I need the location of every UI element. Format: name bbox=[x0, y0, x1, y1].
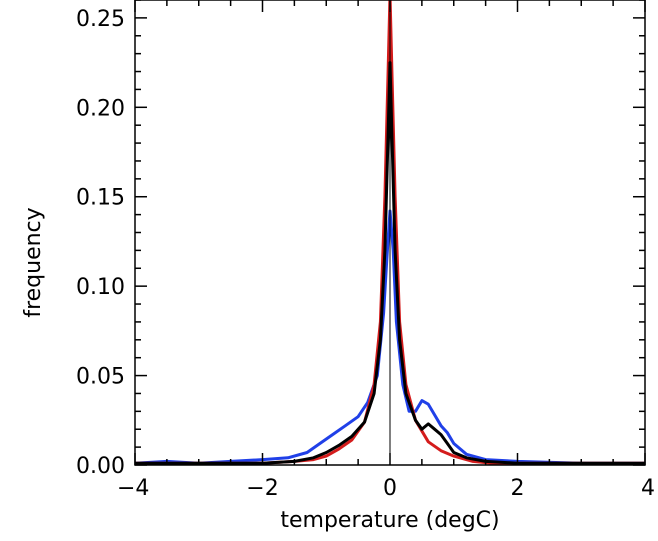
x-tick-label: −2 bbox=[246, 476, 278, 501]
series-line-2 bbox=[135, 0, 645, 465]
series-line-1 bbox=[134, 209, 645, 465]
x-tick-label: 2 bbox=[511, 476, 525, 501]
series-line-3 bbox=[135, 61, 645, 465]
tick-layer: −4 −2 0 2 4 0.00 0.05 0.10 0.15 0.20 0.25 bbox=[76, 0, 655, 501]
y-tick-label: 0.15 bbox=[76, 186, 125, 211]
y-tick-label: 0.10 bbox=[76, 275, 125, 300]
y-axis-label: frequency bbox=[21, 207, 46, 317]
y-tick-label: 0.00 bbox=[76, 454, 125, 479]
series-layer bbox=[134, 0, 645, 465]
y-tick-label: 0.20 bbox=[76, 96, 125, 121]
x-tick-label: 0 bbox=[383, 476, 397, 501]
x-tick-label: −4 bbox=[117, 476, 149, 501]
y-tick-label: 0.25 bbox=[76, 7, 125, 32]
x-tick-label: 4 bbox=[641, 476, 655, 501]
y-tick-label: 0.05 bbox=[76, 365, 125, 390]
x-axis-label: temperature (degC) bbox=[280, 508, 499, 533]
